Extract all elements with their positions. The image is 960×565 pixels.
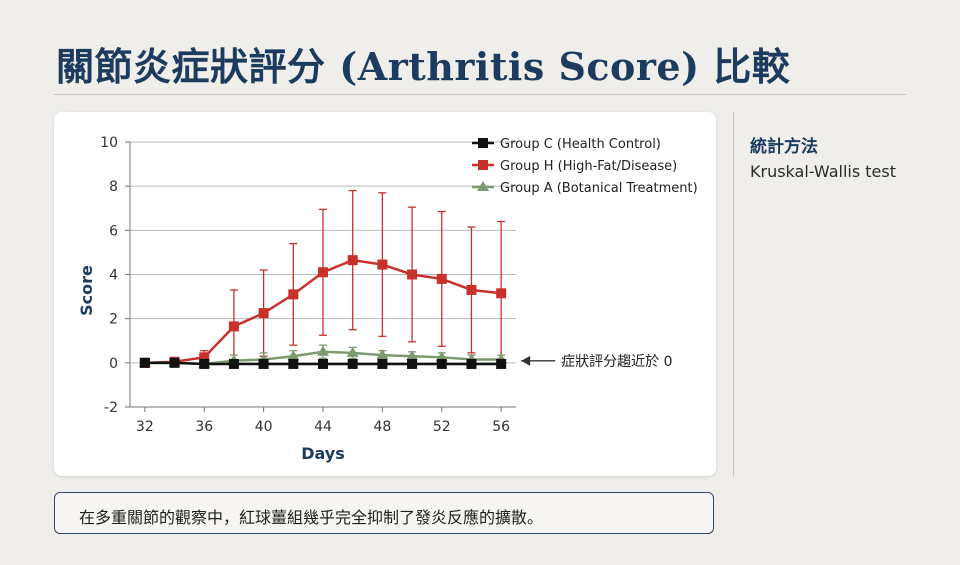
x-axis-label: Days: [301, 444, 345, 463]
data-point: [318, 267, 328, 278]
y-tick-label: 2: [109, 312, 118, 328]
stats-panel: 統計方法 Kruskal-Wallis test: [733, 112, 944, 476]
chart-card: 10 8 6 4 2 0 -2 32 36 40 44 48 52 56 Days Score Group C …: [54, 112, 716, 476]
data-point: [377, 358, 388, 369]
data-point: [317, 345, 329, 356]
data-point: [466, 284, 477, 295]
x-tick-label: 32: [136, 419, 154, 435]
data-point: [377, 259, 388, 270]
x-tick-label: 56: [492, 419, 510, 435]
legend-marker: [477, 181, 489, 191]
data-point: [346, 346, 359, 357]
x-tick-label: 40: [255, 419, 273, 435]
data-point: [228, 358, 239, 369]
data-point: [407, 269, 418, 280]
data-point: [376, 349, 389, 360]
conclusion-text: 在多重關節的觀察中，紅球薑組幾乎完全抑制了發炎反應的擴散。: [79, 508, 544, 527]
data-point: [199, 352, 210, 363]
x-tick-label: 48: [373, 419, 391, 435]
data-point: [258, 308, 269, 319]
legend-label: Group A (Botanical Treatment): [500, 181, 698, 196]
data-point: [199, 358, 210, 369]
data-point: [347, 358, 358, 369]
data-point: [258, 358, 269, 369]
data-point: [496, 358, 507, 369]
data-point: [407, 358, 418, 369]
data-point: [318, 358, 328, 369]
stats-method: Kruskal-Wallis test: [750, 162, 896, 181]
data-point: [496, 288, 507, 299]
stats-heading: 統計方法: [750, 137, 818, 157]
arthritis-score-chart: 10 8 6 4 2 0 -2 32 36 40 44 48 52 56 Days Score Group C …: [77, 135, 698, 463]
annotation-arrowhead: [521, 355, 531, 366]
y-tick-label: 6: [109, 223, 118, 239]
legend-label: Group C (Health Control): [500, 137, 661, 152]
data-point: [466, 358, 477, 369]
page-title: 關節炎症狀評分 (Arthritis Score) 比較: [56, 44, 791, 89]
y-tick-label: 0: [109, 356, 118, 372]
y-tick-label: 8: [109, 179, 118, 195]
data-point: [288, 358, 299, 369]
y-axis-label: Score: [77, 265, 96, 316]
title-divider: [54, 94, 906, 95]
legend-label: Group H (High-Fat/Disease): [500, 159, 677, 174]
data-point: [139, 357, 150, 368]
legend-marker: [478, 160, 488, 170]
y-tick-label: 4: [109, 268, 118, 284]
data-point: [436, 273, 447, 284]
conclusion-box: 在多重關節的觀察中，紅球薑組幾乎完全抑制了發炎反應的擴散。: [54, 492, 714, 534]
data-point: [228, 321, 239, 332]
data-point: [169, 357, 180, 368]
y-tick-label: -2: [104, 400, 118, 416]
data-point: [435, 351, 448, 362]
data-point: [288, 289, 299, 300]
data-point: [347, 255, 358, 266]
legend-marker: [478, 138, 488, 148]
data-point: [406, 350, 419, 361]
data-point: [436, 358, 447, 369]
y-tick-label: 10: [100, 135, 118, 151]
annotation-text: 症狀評分趨近於 0: [561, 354, 672, 370]
x-tick-label: 36: [195, 419, 213, 435]
data-point: [287, 350, 300, 361]
x-tick-label: 44: [314, 419, 332, 435]
x-tick-label: 52: [433, 419, 451, 435]
